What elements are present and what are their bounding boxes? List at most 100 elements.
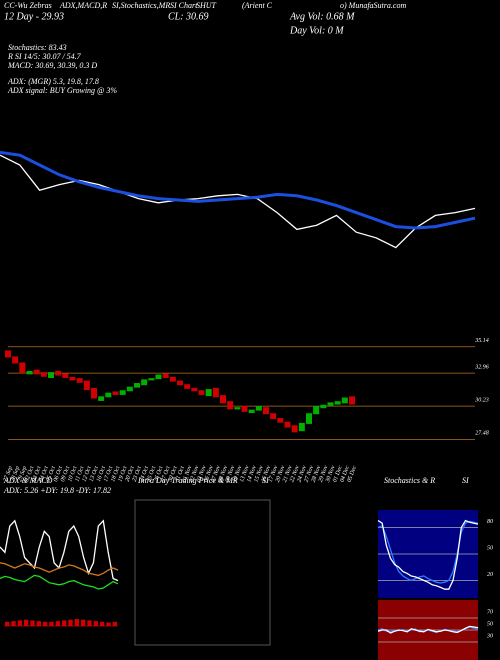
candle-body (169, 376, 176, 382)
candle-body (62, 373, 69, 378)
x-tick-label: 10 Nov (232, 465, 244, 483)
candle-body (284, 421, 291, 428)
x-tick-label: 27 Nov (304, 465, 316, 483)
x-tick-label: 01 Dec (332, 465, 344, 483)
x-tick-label: 11 Oct (75, 465, 86, 482)
x-tick-label: 27 Oct (160, 465, 171, 483)
x-tick-label: 19 Oct (117, 465, 128, 483)
x-tick-label: 22 Nov (289, 465, 301, 483)
bar (100, 621, 105, 626)
bar (106, 622, 111, 626)
x-tick-label: 15 Nov (253, 465, 265, 483)
candle-body (334, 401, 341, 405)
candle-body (220, 395, 226, 404)
x-tick-label: 13 Nov (239, 465, 251, 483)
candle-body (234, 407, 241, 410)
candle-body (134, 383, 140, 388)
series-line (377, 625, 479, 634)
candle-body (83, 380, 90, 391)
candle-body (263, 407, 269, 415)
day-vol: Day Vol: 0 M (289, 25, 344, 36)
x-tick-label: 07 Nov (210, 465, 222, 483)
panel-title: SI (462, 476, 469, 485)
candle-body (148, 378, 155, 381)
candle-body (69, 376, 76, 381)
x-tick-label: 03 Oct (31, 465, 42, 483)
candle-body (76, 378, 83, 383)
candle-body (33, 369, 40, 375)
y-tick-label: 30 (486, 633, 493, 639)
candle-body (191, 387, 198, 392)
bar (24, 619, 29, 626)
candle-body (105, 392, 112, 398)
series-line (0, 574, 119, 590)
bar (43, 621, 48, 626)
macd-text: MACD: 30.69, 30.39, 0.3 D (7, 61, 97, 70)
x-tick-label: 06 Oct (53, 465, 64, 483)
stoch-text: Stochastics: 83.43 (8, 43, 67, 52)
header-text: ADX,MACD,R (59, 1, 107, 10)
bar (5, 621, 10, 626)
x-tick-label: 17 Oct (103, 465, 114, 483)
x-tick-label: 21 Nov (282, 465, 294, 483)
header-text: SI Chart (170, 1, 198, 10)
panel-title: Stochastics & R (384, 476, 435, 485)
header-text: CC-Wu Zebras (4, 1, 52, 10)
candle-body (91, 387, 97, 399)
candle-body (349, 396, 355, 405)
x-tick-label: 09 Oct (60, 465, 71, 483)
candle-body (141, 379, 148, 386)
x-tick-label: 06 Nov (203, 465, 215, 483)
candle-body (19, 362, 26, 374)
candle-body (306, 413, 312, 424)
candle-body (320, 404, 327, 409)
x-tick-label: 02 Oct (24, 465, 35, 483)
series-line (0, 150, 476, 230)
rsi-text: R SI 14/5: 30.07 / 54.7 (7, 52, 82, 61)
candle-body (198, 390, 205, 395)
adx-text: ADX: (MGR) 5.3, 19.8, 17.8 (7, 77, 99, 86)
x-tick-label: 30 Oct (167, 465, 179, 483)
candle-body (277, 418, 284, 423)
header-text: SI,Stochastics,MR (112, 1, 170, 10)
bar (11, 621, 16, 626)
x-tick-label: 05 Oct (46, 465, 57, 483)
header-text: o) MunafaSutra.com (340, 1, 406, 10)
y-tick-label: 27.48 (475, 430, 489, 437)
bar (49, 621, 54, 626)
x-tick-label: 23 Oct (132, 465, 143, 483)
series-line (0, 562, 119, 577)
x-tick-label: 09 Nov (225, 465, 237, 483)
series-line (377, 519, 479, 590)
panel-subtitle: ADX: 5.26 +DY: 19.8 -DY: 17.82 (3, 486, 111, 495)
x-tick-label: 20 Nov (275, 465, 287, 483)
candle-body (162, 373, 169, 378)
x-tick-label: 08 Nov (218, 465, 230, 483)
candle-body (313, 405, 320, 415)
bar (62, 620, 67, 626)
candle-body (227, 401, 234, 410)
candle-body (55, 370, 62, 376)
y-tick-label: 50 (487, 545, 493, 551)
bar (55, 621, 60, 626)
y-tick-label: 70 (487, 609, 493, 615)
candle-body (155, 374, 162, 380)
candle-body (184, 384, 191, 389)
avg-vol: Avg Vol: 0.68 M (289, 11, 355, 22)
series-line (0, 519, 119, 582)
candle-body (112, 391, 119, 395)
y-tick-label: 50 (487, 621, 493, 627)
candle-body (5, 350, 11, 358)
y-tick-label: 35.14 (474, 337, 489, 344)
y-tick-label: 80 (487, 519, 493, 525)
candle-body (248, 409, 255, 414)
candle-body (327, 402, 334, 406)
y-tick-label: 30.23 (474, 397, 489, 403)
bar (74, 619, 79, 626)
candle-body (291, 425, 298, 433)
candle-body (119, 390, 126, 395)
candle-body (255, 405, 262, 411)
candle-body (212, 387, 219, 398)
bar (17, 620, 22, 626)
